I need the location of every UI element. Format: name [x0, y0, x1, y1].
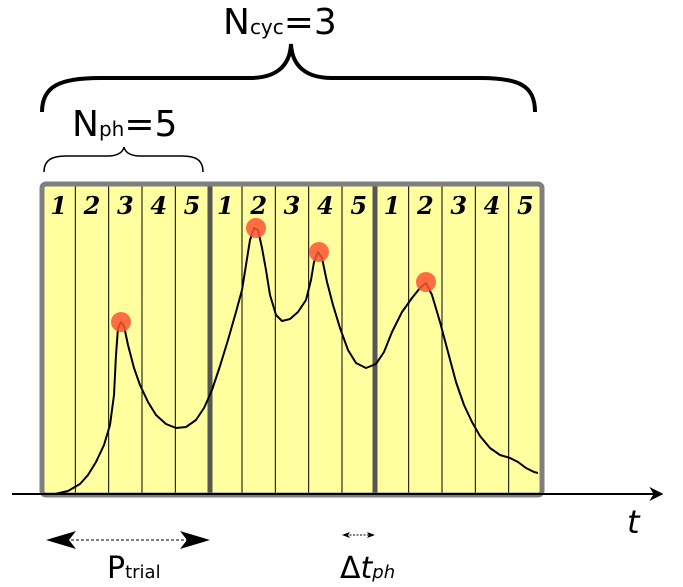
phase-number: 5: [350, 191, 367, 220]
phase-number: 2: [249, 191, 267, 220]
ncyc-brace: [40, 43, 537, 113]
phase-number: 3: [450, 191, 467, 220]
ncyc-label: Ncyc=3: [223, 2, 337, 43]
nph-brace: [43, 146, 204, 173]
ptrial-arrow: [46, 531, 210, 549]
peak-marker-4: [416, 272, 436, 292]
phase-number: 4: [150, 191, 167, 220]
phase-number: 5: [184, 191, 201, 220]
phase-number: 4: [317, 191, 334, 220]
signal-trace: [54, 227, 539, 495]
phase-number: 2: [83, 191, 101, 220]
phase-number: 5: [517, 191, 534, 220]
phase-number: 3: [284, 191, 301, 220]
cycle-dividers: [207, 184, 378, 495]
nph-label: Nph=5: [72, 104, 177, 145]
phase-number: 1: [384, 191, 401, 220]
peak-marker-3: [309, 242, 329, 262]
phase-number: 4: [484, 191, 501, 220]
phase-panel: [42, 184, 542, 495]
dt-ph-label: Δtph: [340, 551, 395, 586]
phase-number: 1: [217, 191, 234, 220]
phase-number: 1: [50, 191, 67, 220]
peak-marker-1: [111, 312, 131, 332]
peak-marker-2: [246, 218, 266, 238]
peak-markers: [111, 218, 436, 332]
phase-dividers: [74, 184, 510, 495]
time-axis-label: t: [627, 503, 641, 541]
phase-number: 2: [416, 191, 434, 220]
dt-ph-arrow: [342, 532, 375, 538]
ptrial-label: Ptrial: [107, 551, 161, 586]
phase-number: 3: [117, 191, 134, 220]
